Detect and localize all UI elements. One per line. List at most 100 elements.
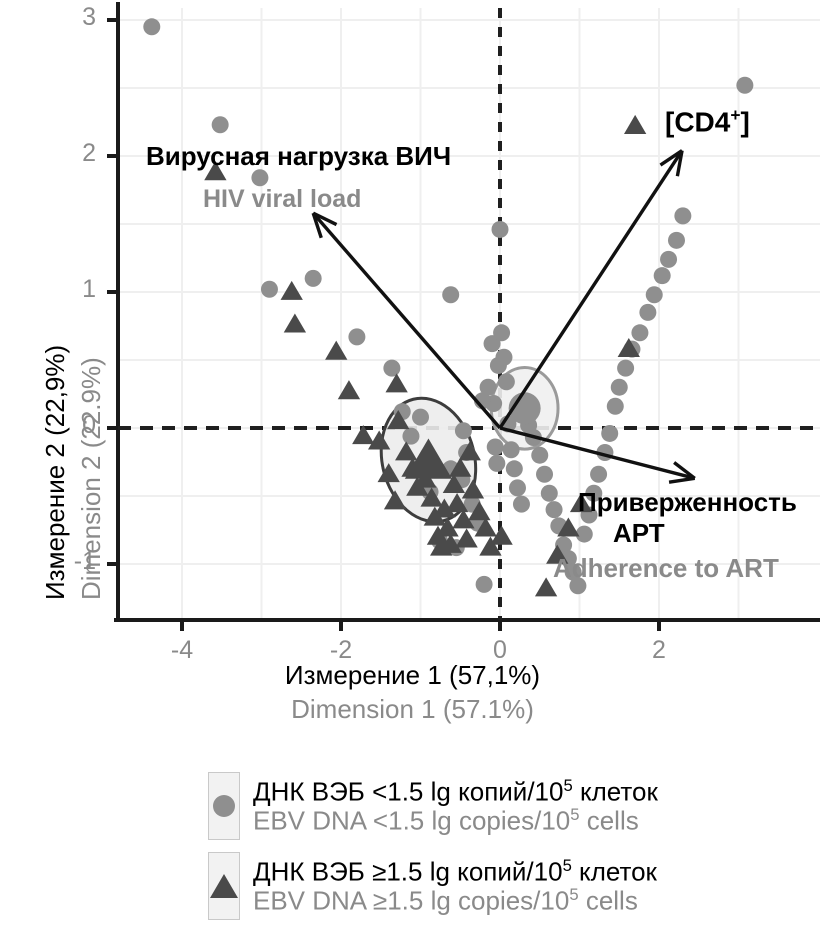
cd4-superscript: + [730,105,741,125]
point-circle [486,438,504,456]
legend-label-en: EBV DNA ≥1.5 lg copies/105 cells [253,886,657,915]
circle-marker-icon [213,795,235,817]
legend-label-ru: ДНК ВЭБ <1.5 lg копий/105 клеток [253,777,658,806]
point-triangle [534,577,558,597]
point-circle [475,575,493,593]
point-triangle [420,487,443,507]
point-circle [502,441,520,459]
point-triangle [455,528,478,548]
annotation-cd4: [CD4+] [665,105,750,138]
annotation-adherence-art-en: Adherence to ART [553,553,779,583]
legend-en-suffix: cells [579,805,639,836]
point-triangle [325,340,348,360]
legend-ru-suffix: клеток [571,856,657,887]
point-circle [493,324,511,342]
point-triangle [387,410,410,430]
point-triangle [458,441,481,461]
cd4-close: ] [740,106,750,138]
y-tick-label: 1 [82,275,96,303]
point-circle [631,324,649,342]
legend: ДНК ВЭБ <1.5 lg копий/105 клеток EBV DNA … [208,766,825,926]
y-tick-label: 3 [82,3,96,31]
point-triangle [617,337,640,358]
cd4-text: [CD4 [665,106,731,138]
point-triangle [436,517,459,537]
annotation-adherence-art-ru-line2: АРТ [613,518,665,548]
point-triangle [474,517,497,537]
point-circle [479,378,497,396]
data-points [143,18,754,597]
point-circle [540,484,558,502]
point-triangle [377,463,400,483]
point-triangle [479,536,502,556]
legend-item-ebv-high[interactable]: ДНК ВЭБ ≥1.5 lg копий/105 клеток EBV DNA … [208,846,825,926]
point-circle [495,348,513,366]
point-circle [736,76,754,94]
point-circle [674,207,692,225]
y-tick-label: 0 [82,411,96,439]
legend-key-box [208,852,240,920]
point-circle [402,427,420,445]
point-circle [660,250,678,268]
point-triangle [445,493,469,513]
point-circle [304,269,322,287]
point-triangle [204,161,227,181]
triangle-marker-icon [210,874,238,898]
point-circle [564,563,582,581]
point-circle [442,286,460,304]
point-triangle [623,114,647,134]
point-triangle [385,373,408,393]
point-triangle [337,380,361,400]
legend-ru-prefix: ДНК ВЭБ ≥1.5 lg копий/10 [253,856,563,887]
point-triangle [452,509,475,529]
legend-en-superscript: 5 [570,805,580,824]
point-triangle [395,441,418,461]
x-tick-label: 2 [652,636,666,664]
legend-item-ebv-low[interactable]: ДНК ВЭБ <1.5 lg копий/105 клеток EBV DNA … [208,766,825,846]
point-triangle [490,525,513,545]
point-circle [454,422,472,440]
point-circle [508,479,526,497]
point-circle [617,359,635,377]
point-circle [601,424,619,442]
legend-ru-superscript: 5 [563,776,573,796]
x-tick-label: -4 [170,636,194,664]
axis-lines [107,2,820,631]
point-circle [585,484,603,502]
point-circle [505,460,523,478]
point-circle [653,267,671,285]
x-tick-label: -2 [329,636,353,664]
point-circle [575,525,593,543]
point-triangle [557,517,580,537]
point-circle [645,286,663,304]
legend-key-box [208,772,240,840]
legend-label-ru: ДНК ВЭБ ≥1.5 lg копий/105 клеток [253,857,657,886]
point-circle [383,359,401,377]
point-triangle [352,425,375,445]
point-triangle [439,533,462,553]
point-circle [590,465,608,483]
annotation-hiv-viral-load-ru: Вирусная нагрузка ВИЧ [146,141,452,171]
vector-hiv-viral-load [311,212,502,430]
point-circle [512,495,530,513]
point-circle [606,397,624,415]
point-circle [260,280,278,298]
vector-cd4 [498,149,684,429]
point-circle [488,454,506,472]
point-circle [667,231,685,249]
point-triangle [449,457,472,477]
point-triangle [368,430,391,450]
variable-vectors [311,149,696,484]
zero-reference-lines [118,8,820,620]
point-circle [639,303,657,321]
point-circle [348,328,366,346]
x-axis-label-ru: Измерение 1 (57,1%) [284,660,541,690]
annotation-hiv-viral-load-en: HIV viral load [203,185,362,213]
point-triangle [546,544,569,564]
centroid-triangle [404,438,453,479]
point-circle [610,378,628,396]
legend-en-suffix: cells [578,885,638,916]
point-circle [536,465,554,483]
